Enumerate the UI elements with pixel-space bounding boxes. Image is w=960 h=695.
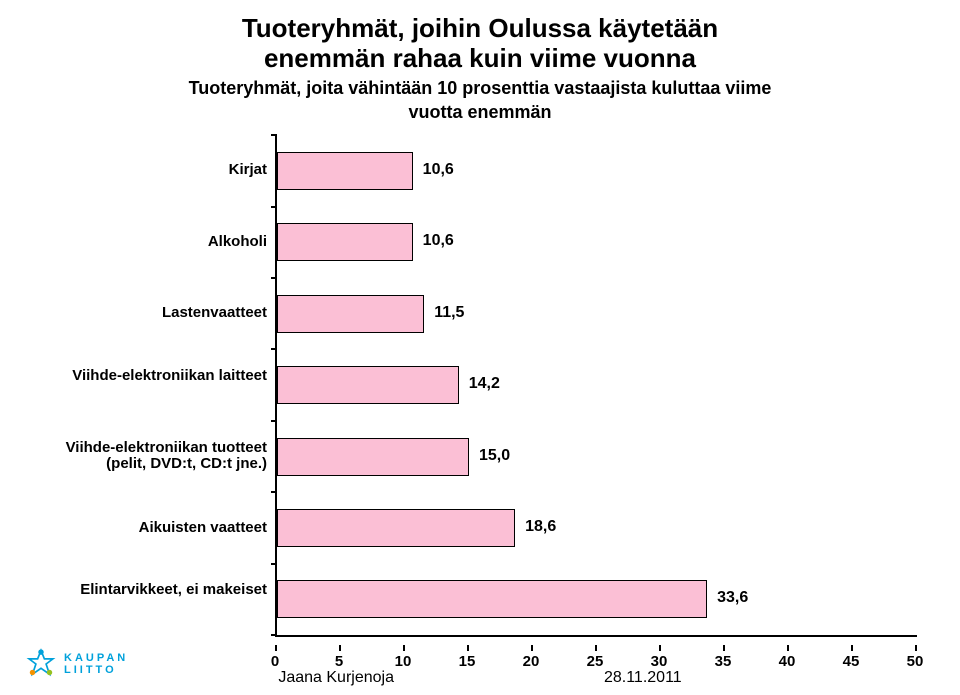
x-tick-label: 15 bbox=[459, 653, 476, 670]
title-line-2: enemmän rahaa kuin viime vuonna bbox=[30, 44, 930, 74]
y-tick bbox=[271, 134, 277, 136]
bar bbox=[277, 295, 424, 333]
y-tick bbox=[271, 348, 277, 350]
x-tick-label: 0 bbox=[271, 653, 279, 670]
category-labels-column: Kirjat Alkoholi Lastenvaatteet Viihde-elekt… bbox=[30, 135, 275, 645]
bar bbox=[277, 152, 413, 190]
category-label: Viihde-elektroniikan laitteet bbox=[37, 368, 267, 385]
x-tick-label: 45 bbox=[843, 653, 860, 670]
footer-date: 28.11.2011 bbox=[604, 669, 682, 687]
footer-author: Jaana Kurjenoja bbox=[278, 669, 394, 687]
x-tick bbox=[787, 645, 789, 651]
title-line-1: Tuoteryhmät, joihin Oulussa käytetään bbox=[30, 14, 930, 44]
bar bbox=[277, 223, 413, 261]
bar bbox=[277, 366, 459, 404]
category-label: Aikuisten vaatteet bbox=[37, 520, 267, 537]
x-tick-label: 20 bbox=[523, 653, 540, 670]
y-tick bbox=[271, 634, 277, 636]
plot-area: 10,6 10,6 11,5 14,2 15,0 18,6 33,6 bbox=[275, 135, 917, 637]
x-tick-label: 30 bbox=[651, 653, 668, 670]
x-tick-label: 50 bbox=[907, 653, 924, 670]
x-tick-label: 40 bbox=[779, 653, 796, 670]
bar bbox=[277, 580, 707, 618]
subtitle-line-1: Tuoteryhmät, joita vähintään 10 prosentt… bbox=[30, 78, 930, 99]
page-root: Tuoteryhmät, joihin Oulussa käytetään en… bbox=[0, 0, 960, 695]
y-tick bbox=[271, 563, 277, 565]
x-tick-label: 35 bbox=[715, 653, 732, 670]
chart-area: Kirjat Alkoholi Lastenvaatteet Viihde-elekt… bbox=[30, 135, 930, 645]
y-tick bbox=[271, 491, 277, 493]
x-tick bbox=[915, 645, 917, 651]
bar-value-label: 18,6 bbox=[525, 518, 556, 536]
category-label: Elintarvikkeet, ei makeiset bbox=[37, 582, 267, 599]
x-tick bbox=[339, 645, 341, 651]
bar-value-label: 33,6 bbox=[717, 589, 748, 607]
category-label: Kirjat bbox=[37, 162, 267, 179]
page-footer: Jaana Kurjenoja 28.11.2011 bbox=[0, 669, 960, 687]
bar-value-label: 15,0 bbox=[479, 447, 510, 465]
category-label: Alkoholi bbox=[37, 234, 267, 251]
x-tick bbox=[403, 645, 405, 651]
bar-value-label: 14,2 bbox=[469, 375, 500, 393]
x-tick bbox=[467, 645, 469, 651]
x-tick-label: 25 bbox=[587, 653, 604, 670]
bar bbox=[277, 509, 515, 547]
x-tick bbox=[851, 645, 853, 651]
y-tick bbox=[271, 206, 277, 208]
x-tick-label: 5 bbox=[335, 653, 343, 670]
bar-value-label: 10,6 bbox=[423, 161, 454, 179]
x-tick bbox=[723, 645, 725, 651]
y-tick bbox=[271, 420, 277, 422]
x-tick bbox=[275, 645, 277, 651]
bar bbox=[277, 438, 469, 476]
chart-titles: Tuoteryhmät, joihin Oulussa käytetään en… bbox=[30, 14, 930, 123]
x-tick bbox=[659, 645, 661, 651]
brand-logo-line-1: KAUPAN bbox=[64, 652, 128, 664]
category-label: Lastenvaatteet bbox=[37, 305, 267, 322]
x-tick-label: 10 bbox=[395, 653, 412, 670]
subtitle-line-2: vuotta enemmän bbox=[30, 102, 930, 123]
x-tick bbox=[595, 645, 597, 651]
category-label: Viihde-elektroniikan tuotteet (pelit, DV… bbox=[37, 440, 267, 473]
bar-value-label: 11,5 bbox=[434, 304, 464, 322]
bar-value-label: 10,6 bbox=[423, 232, 454, 250]
y-tick bbox=[271, 277, 277, 279]
x-tick bbox=[531, 645, 533, 651]
